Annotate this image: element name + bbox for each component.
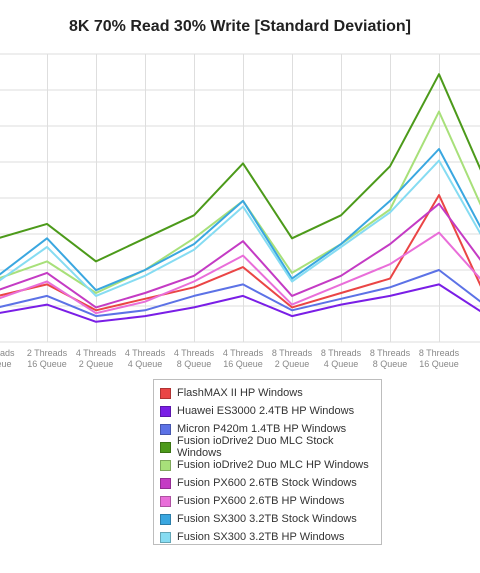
series-line-8 xyxy=(0,159,480,297)
x-tick-label: 4 Threads 2 Queue xyxy=(76,348,117,369)
x-tick-label: ThreadsQueue xyxy=(0,348,15,369)
x-tick-label: 8 Threads 4 Queue xyxy=(321,348,362,369)
legend-item: Fusion SX300 3.2TB HP Windows xyxy=(154,528,381,546)
x-tick-label: 4 Threads 4 Queue xyxy=(125,348,166,369)
x-tick-label: 4 Threads 16 Queue xyxy=(223,348,264,369)
legend-label: Fusion SX300 3.2TB Stock Windows xyxy=(177,513,357,525)
series-line-5 xyxy=(0,202,480,309)
legend-swatch xyxy=(160,477,171,489)
legend-label: FlashMAX II HP Windows xyxy=(177,387,303,399)
legend-label: Fusion PX600 2.6TB HP Windows xyxy=(177,495,345,507)
legend-item: Fusion ioDrive2 Duo MLC Stock Windows xyxy=(154,435,381,459)
legend-swatch xyxy=(160,423,171,435)
legend-swatch xyxy=(160,531,171,543)
legend: FlashMAX II HP Windows Huawei ES3000 2.4T… xyxy=(153,379,382,545)
legend-item: Fusion PX600 2.6TB Stock Windows xyxy=(154,474,381,492)
legend-label: Fusion PX600 2.6TB Stock Windows xyxy=(177,477,357,489)
chart-title: 8K 70% Read 30% Write [Standard Deviatio… xyxy=(68,18,412,35)
series-line-7 xyxy=(0,148,480,292)
legend-swatch xyxy=(160,387,171,399)
legend-item: Micron P420m 1.4TB HP Windows xyxy=(154,420,381,438)
legend-swatch xyxy=(160,441,171,453)
legend-label: Fusion SX300 3.2TB HP Windows xyxy=(177,531,345,543)
series-line-6 xyxy=(0,231,480,315)
legend-swatch xyxy=(160,513,171,525)
x-tick-label: 4 Threads 8 Queue xyxy=(174,348,215,369)
legend-item: Fusion PX600 2.6TB HP Windows xyxy=(154,492,381,510)
series-lines xyxy=(0,73,480,323)
legend-item: Fusion ioDrive2 Duo MLC HP Windows xyxy=(154,456,381,474)
legend-label: Fusion ioDrive2 Duo MLC HP Windows xyxy=(177,459,369,471)
legend-item: FlashMAX II HP Windows xyxy=(154,384,381,402)
x-tick-label: 8 Threads 16 Queue xyxy=(419,348,460,369)
legend-label: Micron P420m 1.4TB HP Windows xyxy=(177,423,347,435)
legend-item: Huawei ES3000 2.4TB HP Windows xyxy=(154,402,381,420)
legend-swatch xyxy=(160,459,171,471)
legend-item: Fusion SX300 3.2TB Stock Windows xyxy=(154,510,381,528)
legend-label: Huawei ES3000 2.4TB HP Windows xyxy=(177,405,355,417)
x-tick-label: 2 Threads 16 Queue xyxy=(27,348,68,369)
legend-swatch xyxy=(160,405,171,417)
x-tick-label: 8 Threads 2 Queue xyxy=(272,348,313,369)
legend-label: Fusion ioDrive2 Duo MLC Stock Windows xyxy=(176,435,334,459)
series-line-3 xyxy=(0,73,480,263)
grid-lines xyxy=(0,53,480,343)
legend-swatch xyxy=(160,495,171,507)
series-line-1 xyxy=(0,283,480,323)
series-line-2 xyxy=(0,269,480,318)
x-tick-label: 8 Threads 8 Queue xyxy=(370,348,411,369)
